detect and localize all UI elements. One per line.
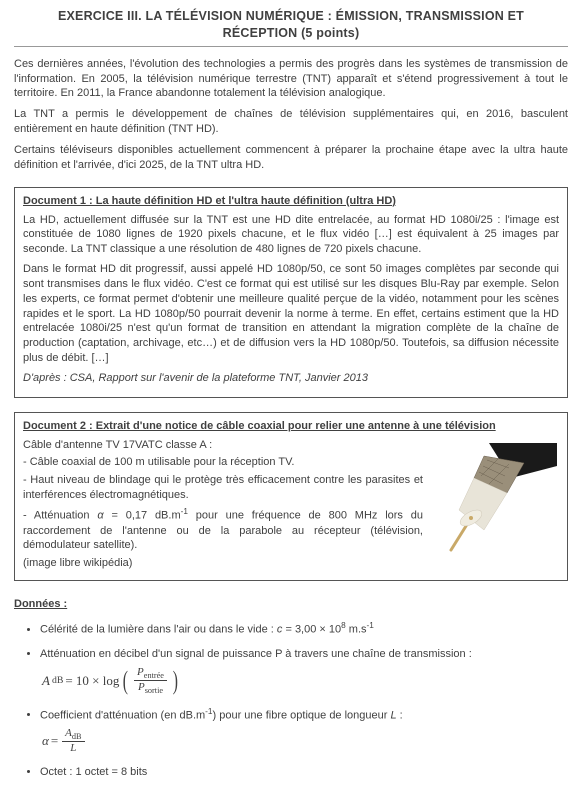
- title-line-1: EXERCICE III. LA TÉLÉVISION NUMÉRIQUE : …: [14, 8, 568, 25]
- doc2-text: Câble d'antenne TV 17VATC classe A : - C…: [23, 438, 423, 574]
- title-line-2: RÉCEPTION (5 points): [14, 25, 568, 42]
- coaxial-cable-icon: [429, 438, 559, 558]
- exercise-title: EXERCICE III. LA TÉLÉVISION NUMÉRIQUE : …: [14, 8, 568, 47]
- formula-attenuation: AdB = 10 × log ( Pentrée Psortie ): [42, 666, 568, 696]
- doc2-l1: Câble d'antenne TV 17VATC classe A :: [23, 438, 423, 453]
- document-1-box: Document 1 : La haute définition HD et l…: [14, 187, 568, 398]
- doc1-p1: La HD, actuellement diffusée sur la TNT …: [23, 213, 559, 258]
- doc2-heading: Document 2 : Extrait d'une notice de câb…: [23, 419, 559, 434]
- data-bullet-octet: Octet : 1 octet = 8 bits: [40, 765, 568, 780]
- doc2-l2: - Câble coaxial de 100 m utilisable pour…: [23, 455, 423, 470]
- doc2-l5: (image libre wikipédia): [23, 556, 423, 571]
- document-2-box: Document 2 : Extrait d'une notice de câb…: [14, 412, 568, 581]
- doc2-l3: - Haut niveau de blindage qui le protège…: [23, 473, 423, 503]
- data-bullet-coefficient: Coefficient d'atténuation (en dB.m-1) po…: [40, 706, 568, 755]
- doc1-p2: Dans le format HD dit progressif, aussi …: [23, 262, 559, 366]
- doc1-source: D'après : CSA, Rapport sur l'avenir de l…: [23, 371, 559, 386]
- intro-p2: La TNT a permis le développement de chaî…: [14, 107, 568, 137]
- doc2-l4: - Atténuation α = 0,17 dB.m-1 pour une f…: [23, 506, 423, 553]
- intro-p1: Ces dernières années, l'évolution des te…: [14, 57, 568, 102]
- intro-p3: Certains téléviseurs disponibles actuell…: [14, 143, 568, 173]
- intro-section: Ces dernières années, l'évolution des te…: [14, 57, 568, 173]
- doc1-heading: Document 1 : La haute définition HD et l…: [23, 194, 559, 209]
- formula-coefficient: α = AdB L: [42, 727, 568, 754]
- data-bullet-celerity: Célérité de la lumière dans l'air ou dan…: [40, 620, 568, 638]
- data-heading: Données :: [14, 597, 568, 612]
- data-list: Célérité de la lumière dans l'air ou dan…: [14, 620, 568, 780]
- data-bullet-attenuation: Atténuation en décibel d'un signal de pu…: [40, 647, 568, 695]
